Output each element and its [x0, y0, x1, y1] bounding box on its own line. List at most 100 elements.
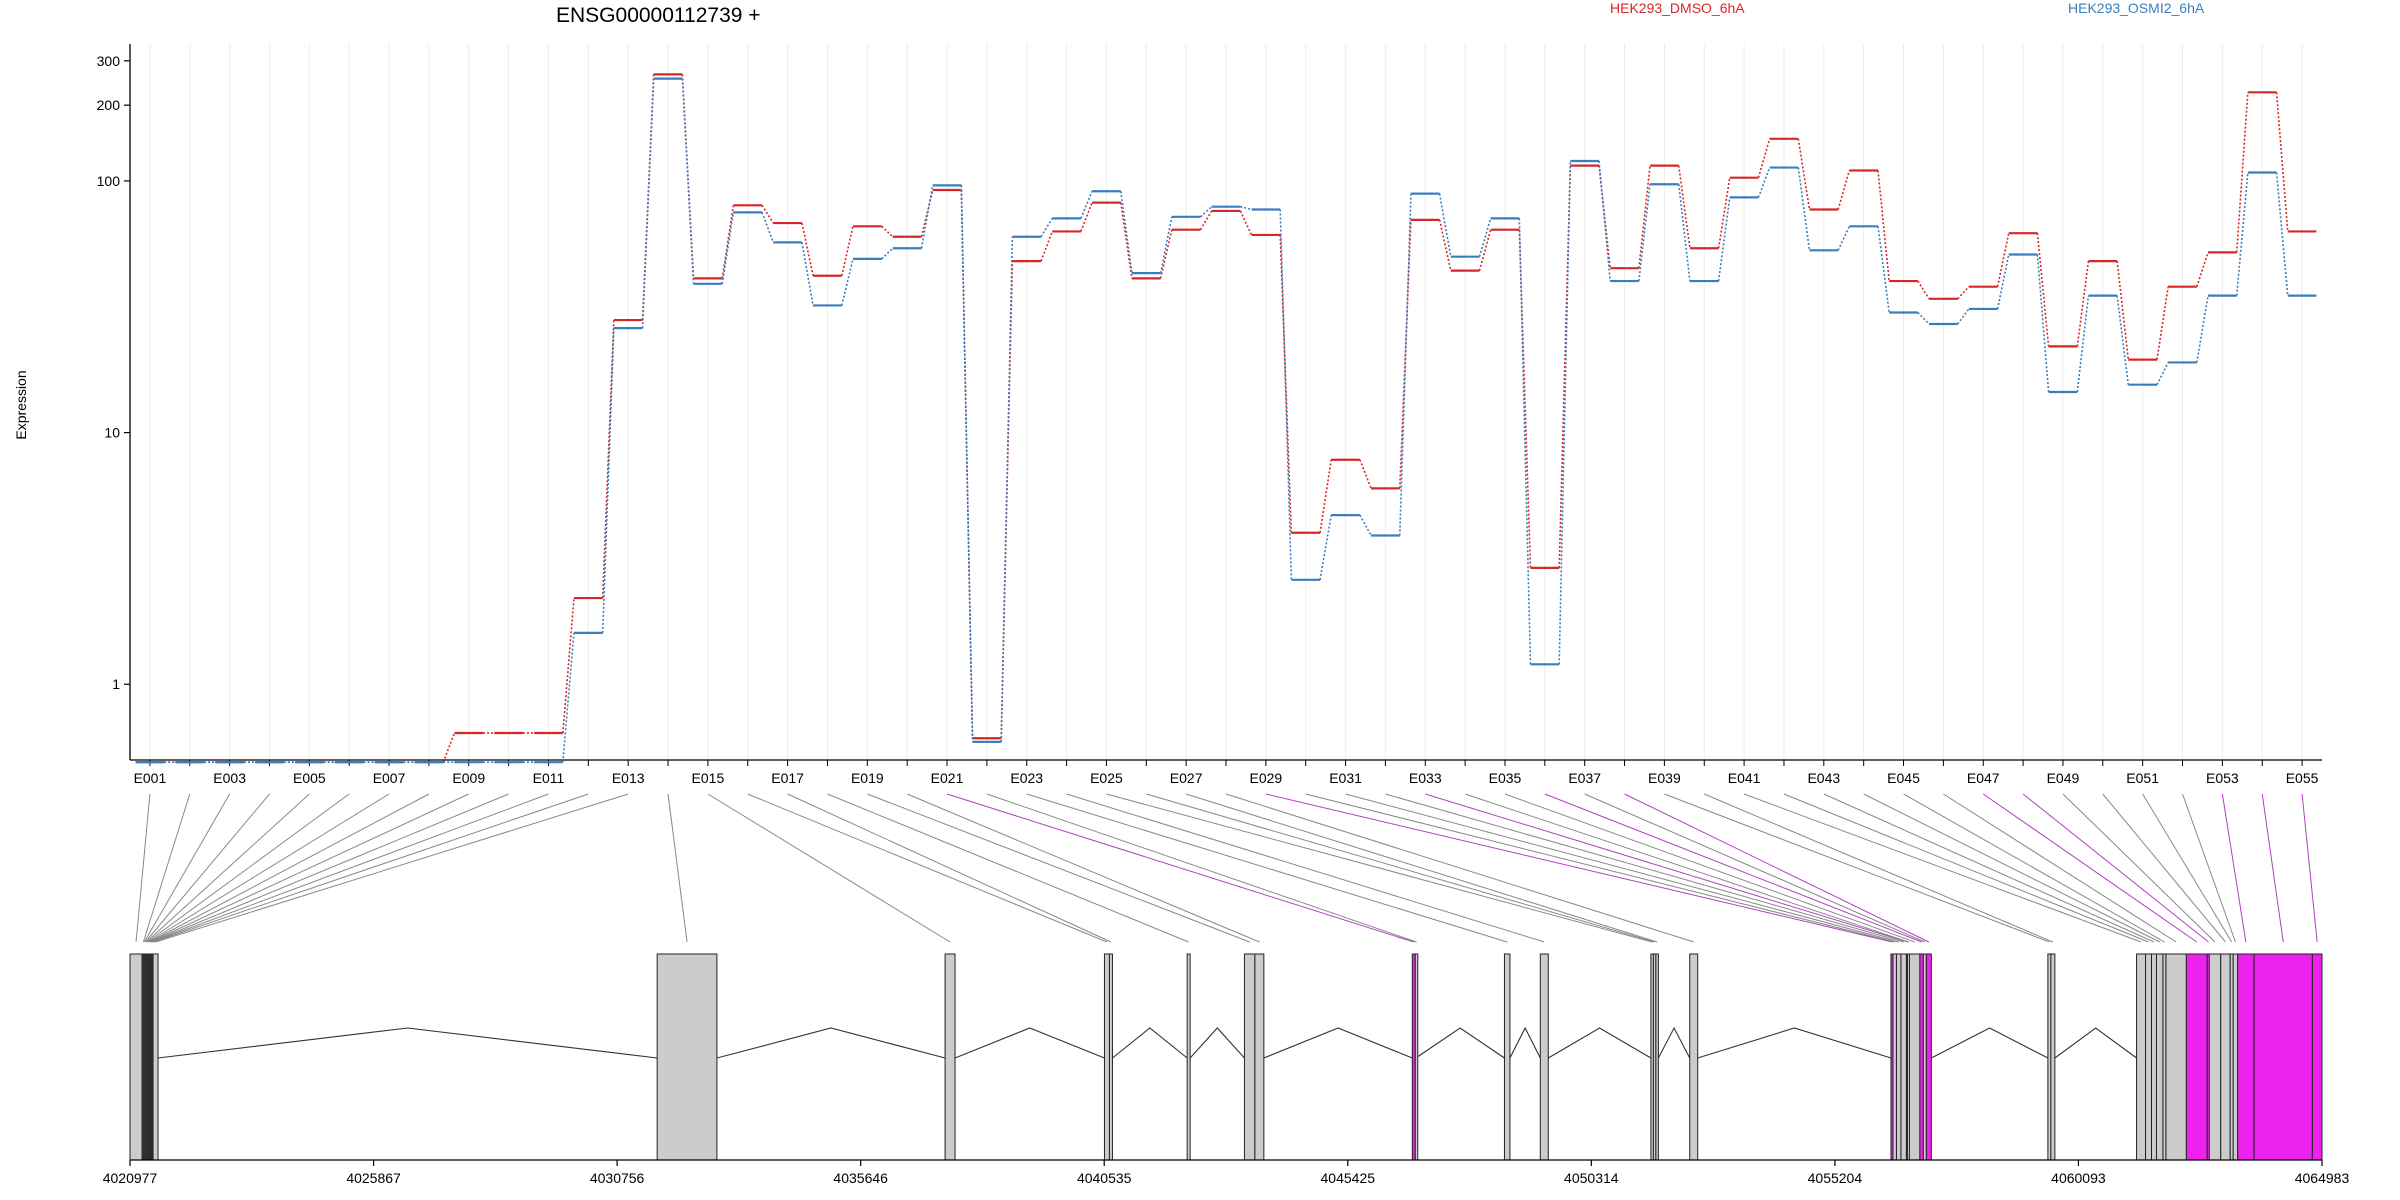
expression-connector	[1638, 184, 1651, 282]
expression-connector	[1279, 234, 1293, 533]
exon-connector-line	[2142, 793, 2233, 943]
expression-connector	[2116, 295, 2130, 385]
intron-line	[1415, 1027, 1505, 1059]
exon-box	[2155, 953, 2164, 1161]
legend-entry-osmi2: HEK293_OSMI2_6hA	[2068, 0, 2205, 16]
intron-line	[954, 1027, 1105, 1059]
x-tick-label: E049	[2047, 770, 2080, 786]
expression-connector	[801, 242, 814, 306]
expression-connector	[1159, 216, 1173, 274]
expression-connector	[641, 78, 655, 329]
expression-connector	[1877, 226, 1890, 313]
intron-line	[1263, 1027, 1413, 1059]
expression-connector	[681, 78, 695, 284]
exon-connector-line	[148, 793, 390, 943]
exon-box	[2050, 953, 2056, 1161]
exon-box	[1414, 953, 1419, 1161]
expression-connector	[960, 190, 974, 739]
series-2	[135, 77, 2317, 764]
exon-box	[1254, 953, 1265, 1161]
exon-connector-line	[1823, 793, 2155, 943]
exon-connector-line	[667, 793, 688, 943]
x-tick-label: E041	[1728, 770, 1761, 786]
expression-connector	[1000, 236, 1014, 742]
genomic-tick-label: 4035646	[833, 1170, 888, 1186]
exon-box	[1539, 953, 1549, 1161]
legend-entry-dmso: HEK293_DMSO_6hA	[1610, 0, 1745, 16]
expression-connector	[1279, 209, 1293, 580]
exon-box	[2311, 953, 2323, 1161]
expression-connector	[2275, 172, 2289, 296]
expression-connector	[562, 598, 575, 734]
expression-connector	[1119, 191, 1133, 274]
genomic-tick-label: 4030756	[590, 1170, 645, 1186]
intron-line	[1548, 1027, 1652, 1059]
exon-connector-line	[147, 793, 350, 943]
intron-line	[1697, 1027, 1892, 1059]
exon-connector-line	[135, 793, 151, 943]
exon-connector-line	[1903, 793, 2165, 943]
exon-connector-line	[1066, 793, 1545, 943]
exon-box	[2136, 953, 2147, 1161]
exon-connector-line	[1504, 793, 1915, 943]
exon-box	[2220, 953, 2231, 1161]
intron-line	[1189, 1027, 1245, 1059]
expression-connector	[1040, 217, 1053, 238]
exon-box	[1108, 953, 1113, 1161]
exon-box	[1925, 953, 1932, 1161]
exon-box	[944, 953, 956, 1161]
genomic-tick-label: 4060093	[2051, 1170, 2106, 1186]
plot-area: 1 10 100 200 300 E001 E003 E005 E007 E009 E011 E013…	[97, 44, 2322, 786]
expression-connector	[1598, 160, 1611, 282]
exon-connector-line	[2062, 793, 2216, 943]
expression-connector	[2116, 261, 2130, 360]
intron-line	[1112, 1027, 1188, 1059]
x-tick-label: E003	[213, 770, 246, 786]
genomic-tick-label: 4050314	[1564, 1170, 1619, 1186]
exon-connector-line	[153, 793, 589, 943]
expression-connector	[1996, 233, 2010, 287]
expression-connector	[1677, 184, 1691, 282]
exon-connector-line	[1704, 793, 2054, 943]
x-tick-label: E037	[1568, 770, 1601, 786]
expression-connector	[1359, 514, 1372, 536]
expression-connector	[1199, 210, 1213, 231]
exon-box	[2165, 953, 2187, 1161]
expression-connector	[2196, 295, 2209, 363]
expression-connector	[1957, 286, 1970, 300]
exon-connector-line	[1345, 793, 1899, 943]
exon-box	[1503, 953, 1511, 1161]
expression-connector	[1239, 210, 1253, 236]
exon-connector-line	[1265, 793, 1893, 943]
x-tick-label: E031	[1329, 770, 1362, 786]
exon-box	[656, 953, 718, 1161]
y-tick-label: 100	[97, 173, 121, 189]
expression-connector	[2036, 233, 2050, 347]
expression-connector	[721, 212, 735, 284]
expression-connector	[1240, 205, 1252, 211]
expression-connector	[841, 226, 854, 276]
expression-connector	[920, 189, 934, 237]
expression-connector	[1040, 231, 1053, 262]
x-tick-label: E039	[1648, 770, 1681, 786]
expression-connector	[1837, 170, 1851, 210]
exon-box	[1243, 953, 1256, 1161]
expression-connector	[1797, 138, 1811, 210]
exon-connector-line	[144, 793, 270, 943]
exon-connector-line	[867, 793, 1250, 943]
exon-box	[1689, 953, 1699, 1161]
exon-connector-line	[152, 793, 549, 943]
expression-connector	[1319, 459, 1333, 533]
x-tick-label: E035	[1489, 770, 1522, 786]
x-tick-label: E047	[1967, 770, 2000, 786]
expression-connector	[1837, 225, 1851, 251]
exon-connector-line	[2221, 793, 2247, 943]
expression-connector	[601, 328, 615, 633]
exon-box	[129, 953, 143, 1161]
expression-connector	[1917, 280, 1930, 300]
exon-connector-line	[1425, 793, 1908, 943]
expression-connector	[1319, 514, 1333, 580]
expression-connector	[761, 204, 774, 224]
expression-connector	[1119, 202, 1133, 279]
exon-connector-line	[1943, 793, 2177, 943]
